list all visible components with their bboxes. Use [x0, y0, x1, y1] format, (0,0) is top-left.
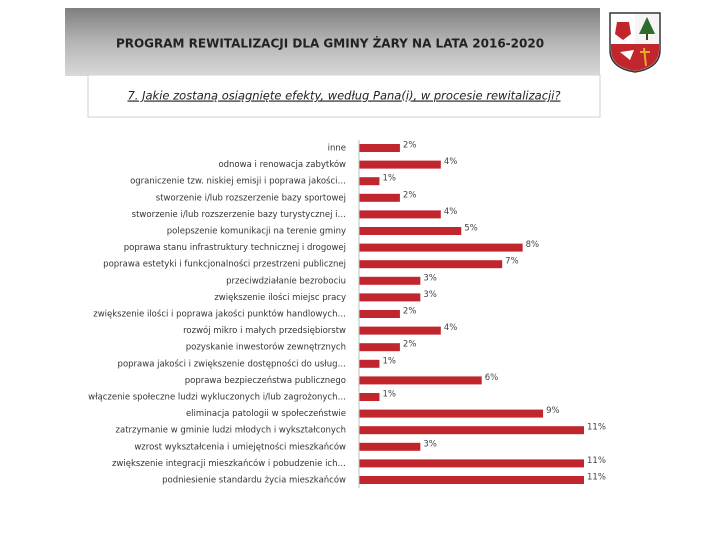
bar	[359, 359, 380, 368]
category-label: inne	[328, 144, 346, 154]
bar	[359, 210, 441, 219]
category-label: ograniczenie tzw. niskiej emisji i popra…	[130, 176, 346, 187]
category-label: poprawa stanu infrastruktury technicznej…	[124, 243, 346, 253]
value-label: 5%	[464, 224, 478, 234]
bar	[359, 144, 400, 152]
bar	[359, 326, 441, 335]
value-label: 9%	[546, 406, 560, 416]
value-label: 8%	[526, 240, 540, 250]
value-label: 3%	[423, 439, 437, 449]
category-label: włączenie społeczne ludzi wykluczonych i…	[88, 393, 346, 403]
bar	[359, 343, 400, 352]
bar	[359, 276, 421, 285]
value-label: 7%	[505, 257, 519, 267]
bar	[359, 243, 523, 252]
coat-of-arms	[609, 12, 661, 73]
bar	[359, 177, 380, 186]
value-label: 1%	[382, 174, 396, 184]
value-label: 11%	[587, 423, 606, 433]
category-label: zwiększenie ilości i poprawa jakości pun…	[93, 309, 346, 320]
value-label: 4%	[444, 323, 458, 333]
value-label: 3%	[423, 273, 437, 283]
value-label: 11%	[587, 473, 606, 483]
bar	[359, 442, 421, 451]
category-label: zwiększenie ilości miejsc pracy	[214, 292, 346, 303]
bar	[359, 293, 421, 302]
category-label: poprawa estetyki i funkcjonalności przes…	[103, 259, 346, 270]
value-label: 2%	[403, 141, 417, 151]
category-label: odnowa i renowacja zabytków	[218, 159, 346, 170]
bar	[359, 260, 503, 269]
value-label: 1%	[382, 356, 396, 366]
bar	[359, 476, 584, 484]
bar	[359, 409, 544, 418]
bar	[359, 193, 400, 202]
bar	[359, 160, 441, 169]
plot-area: inne 2% odnowa i renowacja zabytków 4% ogran…	[88, 140, 606, 488]
header-title: PROGRAM REWITALIZACJI DLA GMINY ŻARY NA …	[116, 36, 544, 51]
bar	[359, 310, 400, 318]
bar	[359, 459, 584, 468]
category-label: poprawa bezpieczeństwa publicznego	[185, 376, 346, 386]
bar	[359, 376, 482, 385]
value-label: 11%	[587, 456, 606, 466]
category-label: przeciwdziałanie bezrobociu	[226, 276, 346, 286]
category-label: eliminacja patologii w społeczeństwie	[186, 409, 346, 419]
category-label: pozyskanie inwestorów zewnętrznych	[186, 342, 346, 353]
value-label: 6%	[485, 373, 499, 383]
value-label: 2%	[403, 340, 417, 350]
category-label: wzrost wykształcenia i umiejętności mies…	[134, 441, 346, 452]
bar	[359, 426, 584, 435]
category-label: podniesienie standardu życia mieszkańców	[162, 475, 346, 486]
question-box	[87, 74, 601, 118]
value-label: 4%	[444, 157, 458, 167]
category-label: zwiększenie integracji mieszkańców i pob…	[112, 458, 346, 469]
chart-title: 7. Jakie zostaną osiągnięte efekty, wedł…	[127, 89, 560, 103]
category-label: zatrzymanie w gminie ludzi młodych i wyk…	[116, 426, 346, 436]
category-label: polepszenie komunikacji na terenie gminy	[167, 227, 346, 237]
value-label: 1%	[382, 390, 396, 400]
category-label: rozwój mikro i małych przedsiębiorstw	[183, 325, 346, 336]
bar	[359, 227, 462, 235]
value-label: 2%	[403, 190, 417, 200]
value-label: 3%	[423, 290, 437, 300]
header-band	[65, 8, 600, 76]
value-label: 4%	[444, 207, 458, 217]
category-label: stworzenie i/lub rozszerzenie bazy sport…	[156, 193, 346, 203]
value-label: 2%	[403, 307, 417, 317]
category-label: stworzenie i/lub rozszerzenie bazy turys…	[132, 210, 346, 220]
bar	[359, 393, 380, 401]
category-label: poprawa jakości i zwiększenie dostępnośc…	[118, 358, 346, 369]
